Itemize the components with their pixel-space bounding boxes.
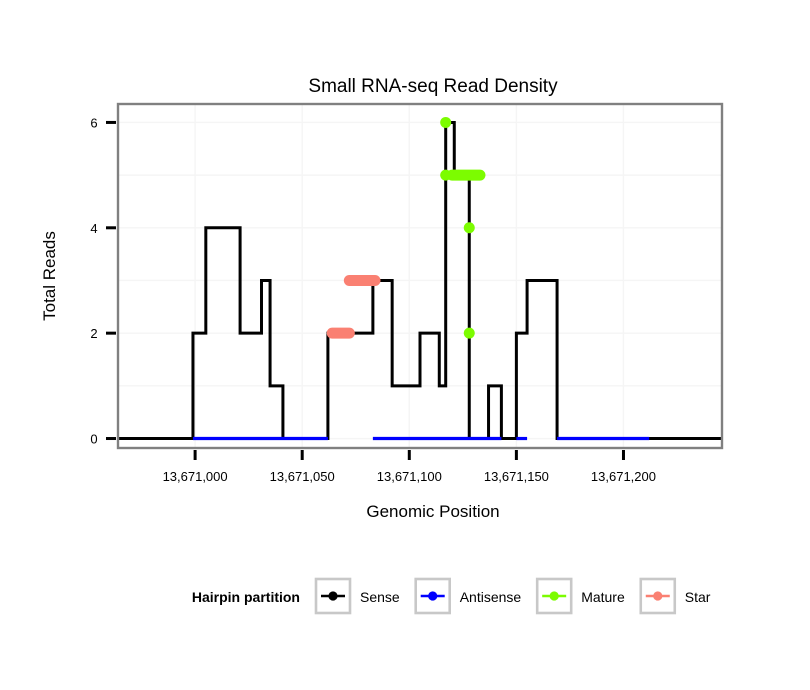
chart-legend[interactable]: Hairpin partition Sense Antisense Mature St… [192,577,711,615]
x-axis-tick-label: 13,671,050 [270,469,335,484]
legend-title: Hairpin partition [192,589,300,605]
x-axis-tick-label: 13,671,000 [163,469,228,484]
data-series-group [118,116,722,441]
legend-item-label: Mature [581,589,625,605]
legend-item-antisense[interactable]: Antisense [414,577,522,615]
x-axis-tick-label: 13,671,200 [591,469,656,484]
legend-item-star[interactable]: Star [639,577,711,615]
legend-item-label: Antisense [460,589,522,605]
x-axis-tick-label: 13,671,150 [484,469,549,484]
sense-trace [118,120,722,441]
plot-panel-background [118,104,722,448]
y-axis: 0 2 4 6 [90,115,116,447]
y-axis-title: Total Reads [40,231,59,321]
legend-key-point [428,591,438,601]
series-star [326,274,381,339]
legend-item-label: Sense [360,589,400,605]
legend-item-mature[interactable]: Mature [535,577,625,615]
series-sense [118,120,722,441]
x-axis-title: Genomic Position [366,502,499,521]
series-mature [440,116,486,339]
legend-key-point [653,591,663,601]
y-axis-tick-label: 0 [90,432,97,447]
x-axis-tick-label: 13,671,100 [377,469,442,484]
legend-key-point [549,591,559,601]
legend-key-point [328,591,338,601]
y-axis-tick-label: 4 [90,221,97,236]
plot-panel-border [116,102,724,450]
mature-point-marker [440,169,452,181]
y-axis-tick-label: 2 [90,326,97,341]
y-axis-tick-label: 6 [90,115,97,130]
chart-title: Small RNA-seq Read Density [308,76,558,97]
mature-point-marker [463,327,475,339]
mature-point-marker [463,222,475,234]
x-axis: 13,671,000 13,671,050 13,671,100 13,671,150… [163,450,656,484]
mature-point-marker [440,116,452,128]
legend-item-label: Star [685,589,711,605]
legend-item-sense[interactable]: Sense [314,577,400,615]
